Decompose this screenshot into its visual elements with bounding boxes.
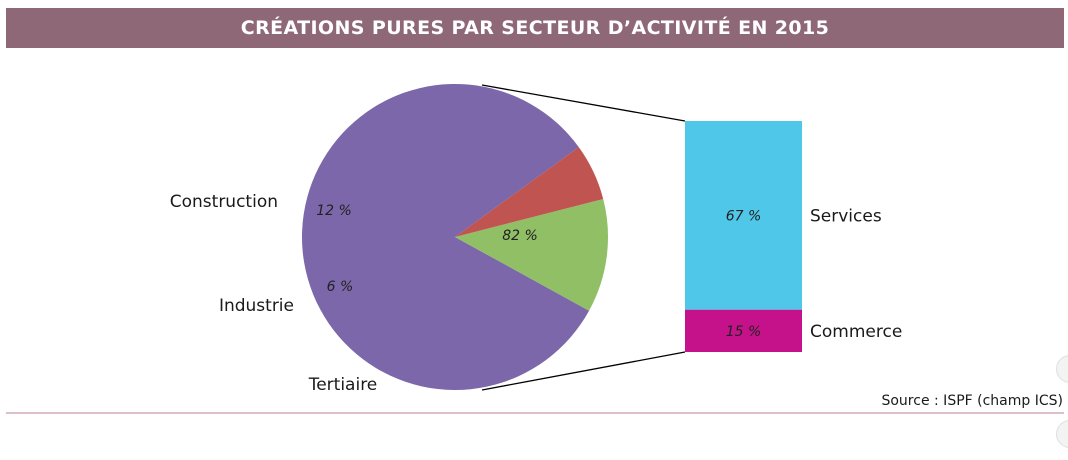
breakdown-connectors — [481, 84, 686, 391]
pie-slice-tertiaire — [302, 84, 590, 391]
pie-chart — [302, 84, 608, 391]
connector-line-top — [481, 84, 686, 122]
pie-slice-construction — [455, 198, 608, 311]
category-label-tertiaire: Tertiaire — [308, 375, 378, 395]
category-label-construction: Construction — [170, 192, 278, 212]
breakdown-bar — [685, 121, 802, 352]
title-background — [6, 8, 1064, 48]
data-label-services: 67 % — [726, 208, 762, 224]
category-label-services: Services — [810, 206, 882, 226]
category-label-commerce: Commerce — [810, 322, 902, 342]
data-label-commerce: 15 % — [726, 324, 762, 340]
pie-slice-industrie — [455, 147, 604, 237]
category-label-industrie: Industrie — [219, 296, 294, 316]
connector-line-bottom — [481, 351, 686, 391]
data-label-industrie: 6 % — [327, 279, 354, 295]
source-note: Source : ISPF (champ ICS) — [881, 393, 1063, 409]
chart-labels: 82 % Tertiaire 12 % Construction 6 % Industri… — [170, 192, 903, 395]
data-label-tertiaire: 82 % — [502, 228, 538, 244]
chart-title: CRÉATIONS PURES PAR SECTEUR D’ACTIVITÉ E… — [240, 17, 830, 39]
bar-segment-services — [685, 121, 802, 310]
bar-segment-commerce — [685, 309, 802, 352]
data-label-construction: 12 % — [316, 203, 352, 219]
